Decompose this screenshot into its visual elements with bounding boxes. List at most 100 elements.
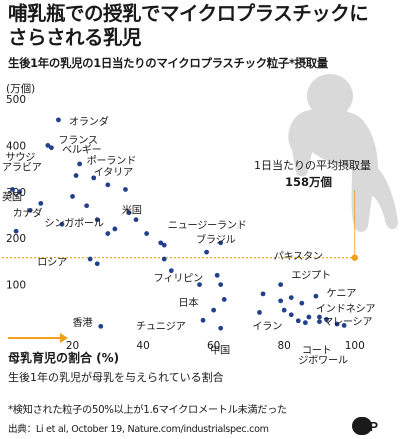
source-credit: 出典：Li et al, October 19, Nature.com/indu… — [8, 424, 269, 435]
data-point-49 — [317, 319, 322, 325]
country-label-0: オランダ — [69, 115, 109, 128]
data-point-36 — [288, 295, 294, 300]
average-intake-value: 158万個 — [285, 175, 332, 189]
data-point-10 — [70, 194, 75, 199]
average-intake-label: 1日当たりの平均摂取量 — [254, 158, 371, 172]
chart-title: 哺乳瓶での授乳でマイクロプラスチックに さらされる乳児 — [8, 2, 394, 50]
x-axis-title: 母乳育児の割合 (%) — [8, 350, 119, 365]
data-point-51 — [341, 323, 347, 328]
country-label-1: フランス — [58, 134, 97, 146]
x-tick-label-2: 60 — [207, 340, 220, 352]
country-label-18: 中国 — [210, 344, 230, 357]
x-axis-arrow-icon — [8, 333, 68, 343]
data-point-39 — [221, 297, 227, 302]
country-label-20: エジプト — [291, 269, 331, 281]
data-point-6 — [105, 182, 111, 188]
data-point-54 — [218, 325, 224, 331]
x-tick-label-3: 80 — [277, 340, 290, 352]
data-point-12 — [38, 201, 44, 206]
data-point-29 — [168, 268, 174, 274]
country-label-17: チュニジア — [136, 320, 186, 332]
data-point-45 — [317, 314, 322, 320]
chart-title-line-2: さらされる乳児 — [8, 26, 142, 49]
data-point-48 — [295, 318, 301, 324]
country-label-12: ブラジル — [196, 233, 235, 246]
data-point-24 — [218, 240, 224, 246]
country-label-2: ベルギー — [62, 144, 102, 156]
data-point-2 — [48, 145, 54, 151]
data-point-30 — [214, 272, 220, 278]
data-point-19 — [13, 228, 19, 234]
country-label-24: イラン — [252, 320, 282, 332]
data-point-35 — [313, 293, 319, 299]
data-point-17 — [59, 221, 65, 227]
x-tick-label-0: 20 — [66, 340, 79, 352]
y-tick-label-1: 200 — [6, 233, 26, 245]
data-point-27 — [161, 256, 167, 262]
data-point-33 — [278, 282, 284, 287]
data-point-32 — [218, 282, 224, 287]
data-point-43 — [288, 312, 294, 318]
country-label-21: ケニア — [327, 287, 357, 299]
data-point-46 — [324, 317, 329, 322]
data-point-3 — [77, 161, 82, 167]
country-label-9: シンガポール — [44, 217, 103, 229]
chart-title-line-1: 哺乳瓶での授乳でマイクロプラスチックに — [8, 2, 369, 25]
data-point-31 — [197, 282, 202, 287]
x-axis-subtitle: 生後1年の乳児が母乳を与えられている割合 — [8, 370, 224, 384]
data-point-41 — [281, 307, 287, 313]
data-point-42 — [257, 310, 262, 315]
data-point-52 — [302, 320, 308, 326]
data-point-25 — [204, 249, 209, 255]
y-tick-label-0: 100 — [6, 280, 26, 292]
y-tick-label-4: 500 — [6, 94, 26, 106]
data-point-34 — [260, 291, 266, 297]
baby-silhouette-icon — [288, 74, 398, 232]
data-point-38 — [299, 300, 305, 306]
country-label-5: ポーランド — [87, 155, 136, 167]
afp-logo-text: AFP — [353, 419, 378, 434]
country-label-19: パキスタン — [274, 250, 323, 262]
data-point-16 — [94, 217, 100, 223]
data-point-47 — [200, 317, 206, 323]
country-label-15: 日本 — [178, 296, 198, 309]
data-point-0 — [56, 117, 61, 123]
country-label-3: サウジ — [6, 152, 36, 164]
x-tick-label-1: 40 — [136, 340, 149, 352]
data-point-21 — [144, 231, 150, 236]
data-point-7 — [123, 187, 128, 192]
data-point-23 — [161, 242, 167, 248]
data-point-28 — [94, 261, 100, 267]
country-label-4: アラビア — [2, 161, 42, 173]
country-label-11: ニュージーランド — [168, 220, 247, 232]
country-label-26: ジボワール — [298, 354, 348, 366]
data-point-8 — [10, 187, 15, 192]
country-label-16: 香港 — [73, 317, 93, 329]
y-axis-unit-label: (万個) — [6, 82, 35, 95]
data-point-5 — [91, 175, 97, 181]
country-label-6: イタリア — [94, 166, 133, 178]
data-point-37 — [278, 298, 284, 304]
afp-logo: AFP — [352, 417, 379, 435]
footnote: *検知された粒子の50%以上が1.6マイクロメートル未満だった — [8, 405, 287, 416]
data-point-14 — [126, 210, 132, 216]
country-label-23: マレーシア — [323, 317, 372, 328]
data-point-53 — [98, 323, 104, 329]
average-intake-marker — [351, 254, 358, 261]
data-point-13 — [27, 207, 33, 213]
data-point-18 — [112, 226, 118, 232]
data-point-50 — [334, 321, 340, 327]
data-point-40 — [211, 307, 217, 313]
data-point-9 — [17, 189, 23, 195]
data-point-22 — [158, 240, 164, 246]
data-point-20 — [105, 231, 111, 236]
country-label-25: コート — [302, 346, 332, 357]
country-label-13: ロシア — [37, 257, 67, 268]
chart-subtitle: 生後1年の乳児の1日当たりのマイクロプラスチック粒子*摂取量 — [8, 56, 328, 70]
y-tick-label-3: 400 — [6, 140, 26, 152]
data-point-26 — [87, 256, 93, 262]
country-label-14: フィリピン — [154, 273, 203, 285]
x-tick-label-4: 100 — [345, 340, 365, 352]
data-point-1 — [45, 143, 51, 148]
